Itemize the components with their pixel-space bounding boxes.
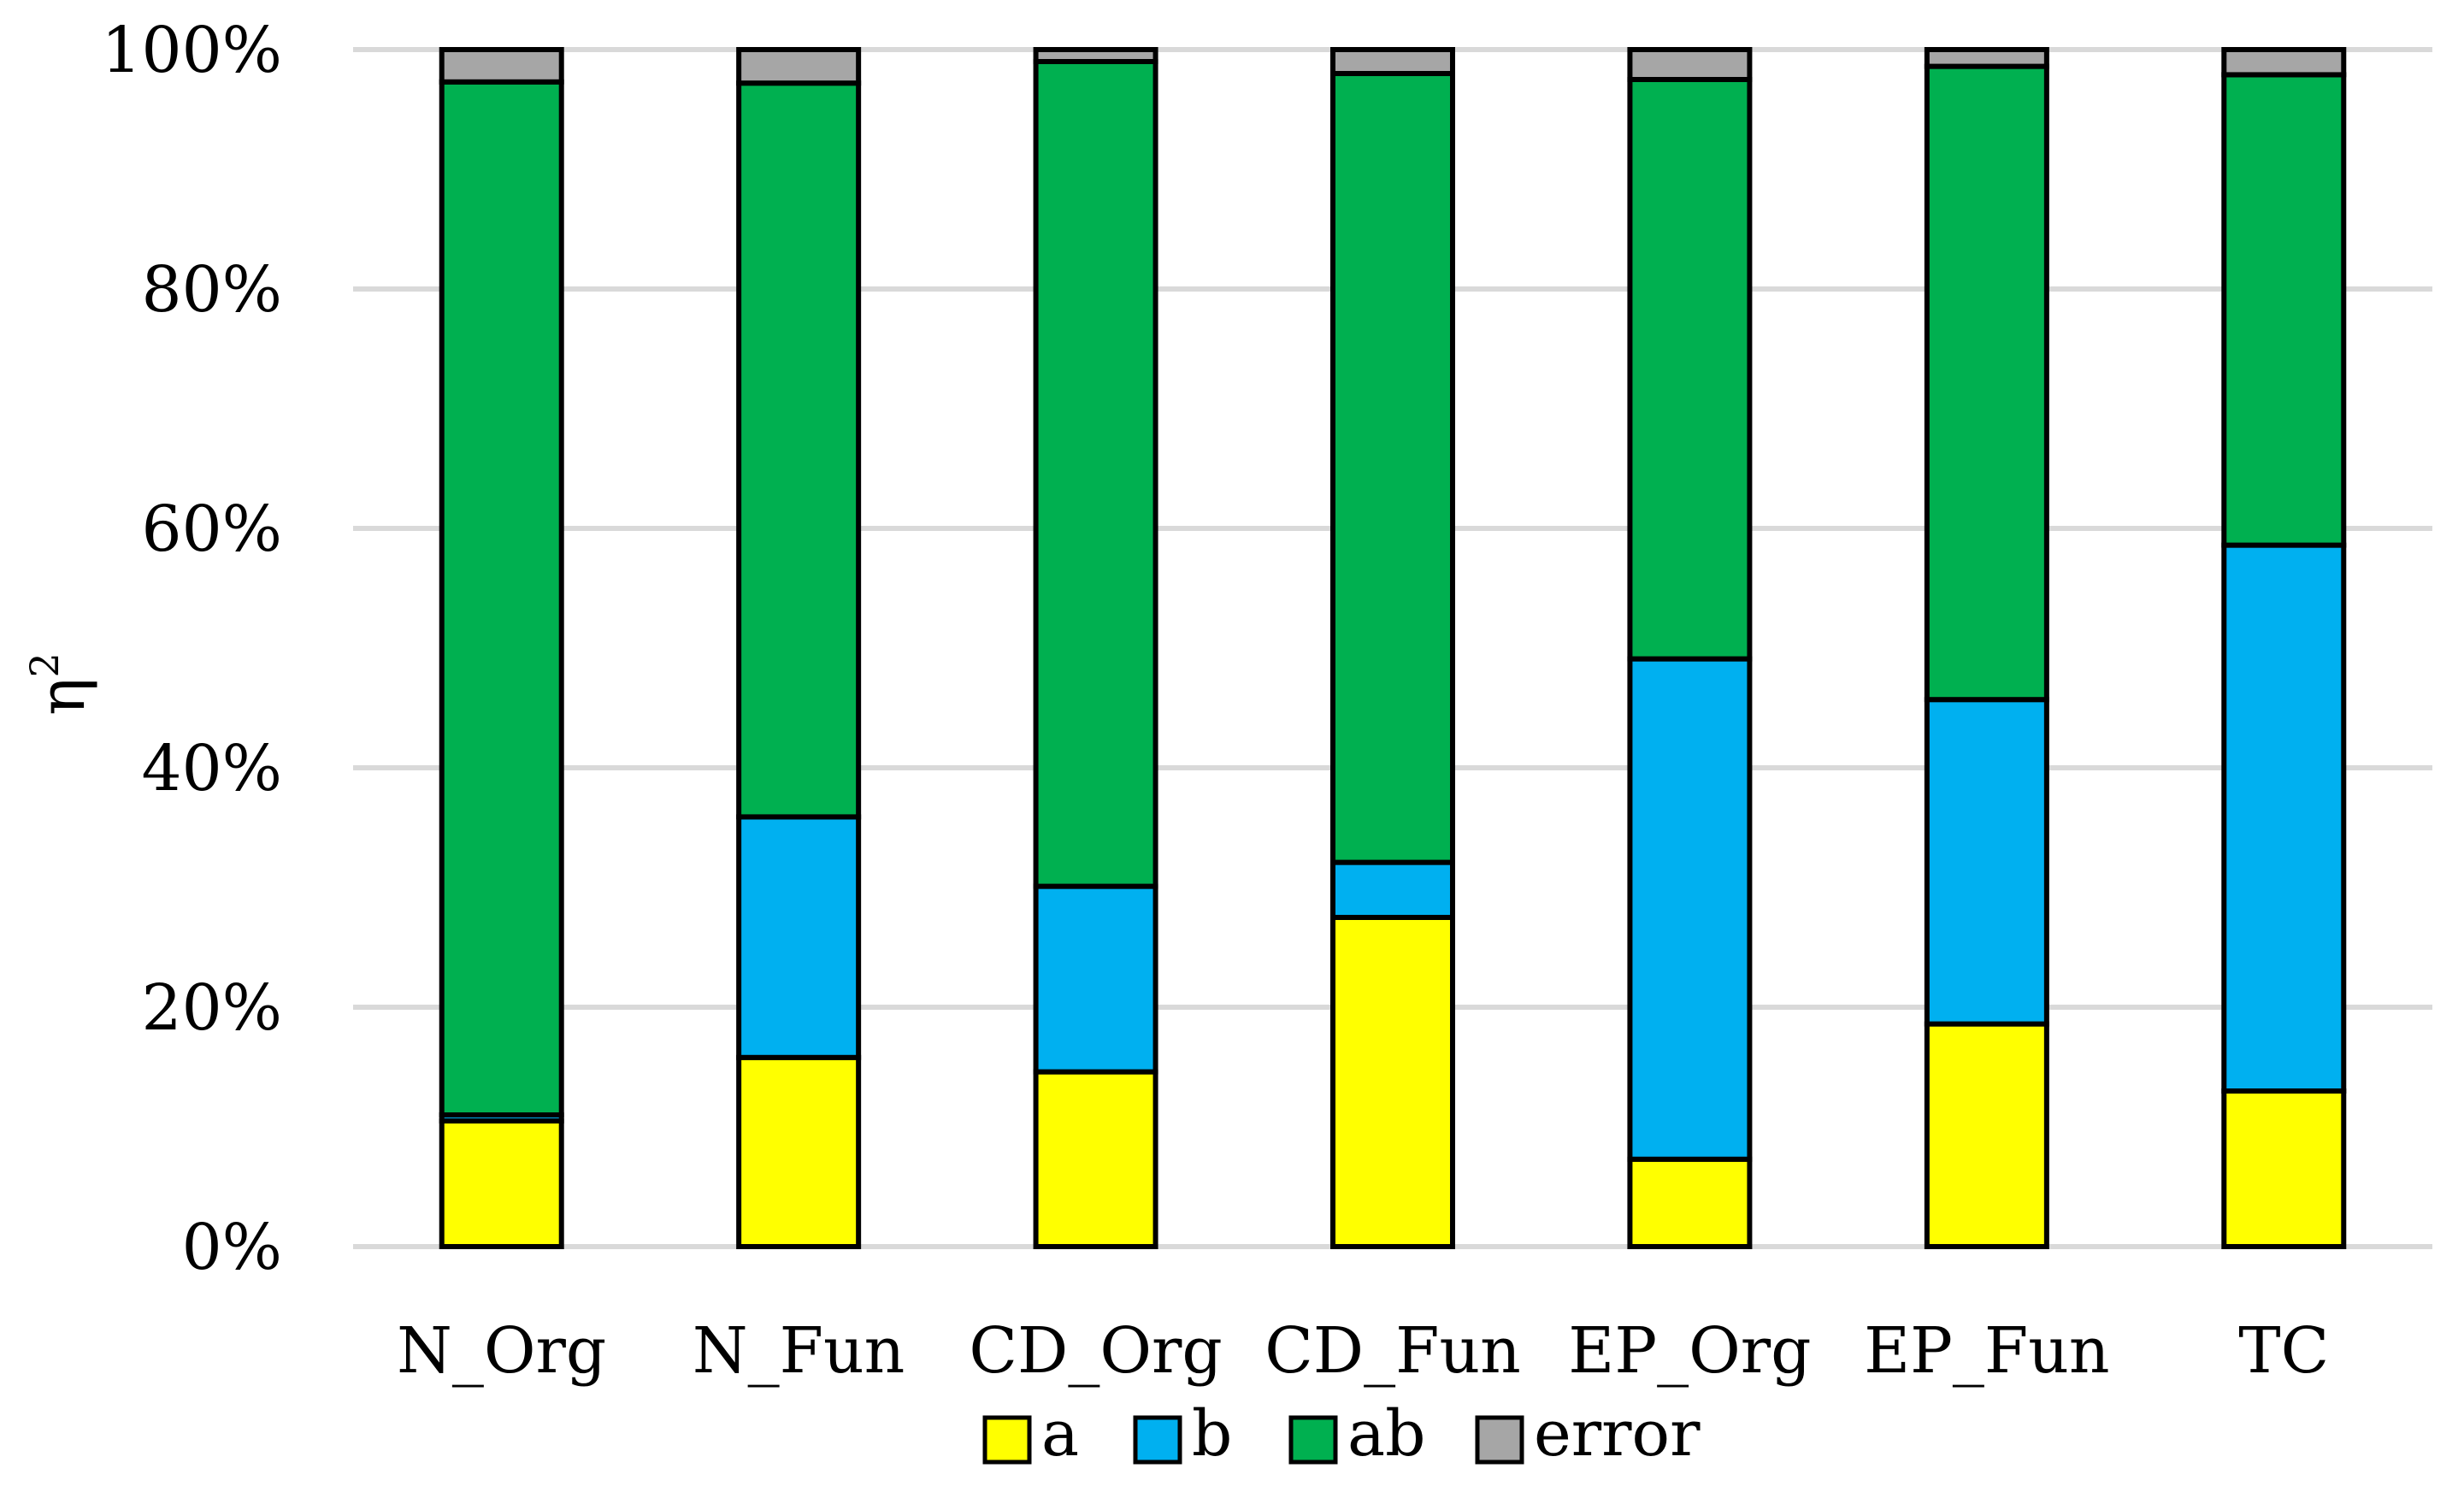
legend-swatch-ab	[1288, 1415, 1338, 1465]
x-tick-label-N_Org: N_Org	[397, 1314, 606, 1388]
bar-EP_Fun-a	[1924, 1021, 2049, 1249]
y-tick-label-100: 100%	[101, 14, 282, 87]
bar-TC-b	[2221, 542, 2347, 1094]
bar-EP_Fun-b	[1924, 697, 2049, 1027]
legend-swatch-a	[982, 1415, 1032, 1465]
legend-label-ab: ab	[1347, 1397, 1426, 1471]
bar-EP_Org-error	[1627, 47, 1753, 82]
legend-label-a: a	[1041, 1397, 1079, 1471]
bar-CD_Org-b	[1033, 883, 1158, 1075]
bar-CD_Fun-a	[1330, 915, 1455, 1249]
bar-CD_Fun-ab	[1330, 71, 1455, 865]
bar-EP_Fun-error	[1924, 47, 2049, 69]
x-tick-label-EP_Fun: EP_Fun	[1864, 1314, 2109, 1388]
y-tick-label-20: 20%	[142, 971, 282, 1045]
legend-label-b: b	[1192, 1397, 1232, 1471]
bar-TC-ab	[2221, 72, 2347, 548]
y-tick-label-80: 80%	[142, 253, 282, 327]
legend-swatch-error	[1475, 1415, 1524, 1465]
bar-TC-error	[2221, 47, 2347, 78]
x-tick-label-EP_Org: EP_Org	[1568, 1314, 1811, 1388]
bar-CD_Org-ab	[1033, 59, 1158, 889]
bar-N_Org-a	[439, 1118, 564, 1249]
bar-CD_Org-error	[1033, 47, 1158, 64]
bar-N_Fun-ab	[736, 80, 862, 820]
legend-label-error: error	[1534, 1397, 1701, 1471]
bar-CD_Org-a	[1033, 1069, 1158, 1249]
bars	[439, 47, 2347, 1250]
y-axis: 0% 20% 40% 60% 80% 100%	[101, 14, 282, 1284]
x-axis: N_Org N_Fun CD_Org CD_Fun EP_Org EP_Fun TC	[397, 1314, 2329, 1388]
bar-CD_Fun-b	[1330, 859, 1455, 920]
y-tick-label-40: 40%	[142, 732, 282, 805]
bar-EP_Fun-ab	[1924, 63, 2049, 703]
bar-N_Fun-b	[736, 814, 862, 1060]
bar-N_Fun-error	[736, 47, 862, 86]
bar-CD_Fun-error	[1330, 47, 1455, 76]
y-axis-title: η2	[21, 652, 99, 716]
x-tick-label-CD_Fun: CD_Fun	[1264, 1314, 1521, 1388]
x-tick-label-TC: TC	[2238, 1314, 2329, 1388]
bar-EP_Org-a	[1627, 1156, 1753, 1250]
bar-N_Fun-a	[736, 1054, 862, 1250]
y-tick-label-60: 60%	[142, 492, 282, 566]
bar-N_Org-error	[439, 47, 564, 85]
x-tick-label-CD_Org: CD_Org	[969, 1314, 1222, 1388]
bar-TC-a	[2221, 1088, 2347, 1249]
bar-EP_Org-b	[1627, 656, 1753, 1162]
x-tick-label-N_Fun: N_Fun	[693, 1314, 905, 1388]
legend-swatch-b	[1133, 1415, 1182, 1465]
bar-EP_Org-ab	[1627, 77, 1753, 662]
bar-N_Org-ab	[439, 79, 564, 1118]
y-tick-label-0: 0%	[182, 1211, 282, 1284]
legend: a b ab error	[982, 1397, 1701, 1471]
